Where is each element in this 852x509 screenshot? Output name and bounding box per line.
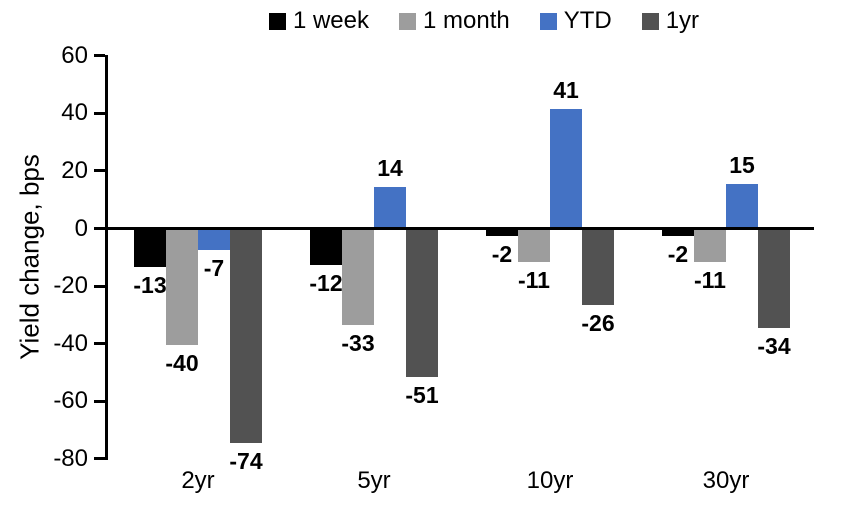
bar-ytd-30yr	[726, 184, 758, 227]
bar-1yr-2yr	[230, 230, 262, 443]
bar-1-month-10yr	[518, 230, 550, 262]
bar-value-label: -33	[341, 330, 375, 356]
bar-value-label: -74	[229, 448, 263, 474]
y-axis-tick-label: 60	[61, 41, 88, 69]
y-axis-tick-label: 20	[61, 156, 88, 184]
x-axis-category-label: 2yr	[181, 467, 215, 494]
bar-value-label: -11	[694, 267, 726, 293]
bar-1-week-2yr	[134, 230, 166, 267]
bar-value-label: -11	[518, 267, 550, 293]
y-axis-title: Yield change, bps	[14, 154, 45, 360]
bar-value-label: -26	[581, 310, 615, 336]
bar-1-week-30yr	[662, 230, 694, 236]
y-axis-tick	[94, 54, 105, 58]
bar-1-month-5yr	[342, 230, 374, 325]
x-axis-line	[105, 227, 814, 230]
legend-item-1yr: 1yr	[641, 7, 700, 34]
x-axis-category-label: 30yr	[702, 467, 750, 494]
bar-value-label: -40	[165, 350, 199, 376]
y-axis-tick	[94, 111, 105, 115]
y-axis-tick	[94, 169, 105, 173]
bar-1-month-2yr	[166, 230, 198, 345]
legend-item-ytd: YTD	[539, 7, 612, 34]
bar-1yr-10yr	[582, 230, 614, 305]
legend-swatch	[398, 12, 416, 30]
legend-swatch	[641, 12, 659, 30]
y-axis-tick	[94, 457, 105, 461]
bar-ytd-10yr	[550, 109, 582, 227]
legend-label: YTD	[563, 7, 612, 34]
bar-value-label: 41	[553, 77, 579, 103]
x-axis-category-label: 10yr	[526, 467, 574, 494]
bar-value-label: -7	[203, 255, 225, 281]
bar-value-label: 14	[377, 155, 403, 181]
y-axis-tick-label: -20	[53, 272, 88, 300]
bar-1yr-5yr	[406, 230, 438, 377]
legend-label: 1 week	[292, 7, 369, 34]
legend: 1 week 1 month YTD 1yr	[110, 8, 818, 34]
legend-label: 1 month	[422, 7, 510, 34]
legend-swatch	[539, 12, 557, 30]
bar-value-label: -2	[491, 241, 513, 267]
x-axis-category-label: 5yr	[357, 467, 391, 494]
bar-value-label: -13	[133, 272, 167, 298]
bar-value-label: -34	[757, 333, 791, 359]
y-axis-tick	[94, 399, 105, 403]
y-axis-tick-label: -60	[53, 387, 88, 415]
legend-item-1-week: 1 week	[268, 7, 369, 34]
bar-1-week-5yr	[310, 230, 342, 265]
y-axis-tick	[94, 342, 105, 346]
bar-ytd-2yr	[198, 230, 230, 250]
bar-value-label: -51	[405, 382, 439, 408]
bar-1-month-30yr	[694, 230, 726, 262]
bar-value-label: -12	[309, 270, 343, 296]
bar-1-week-10yr	[486, 230, 518, 236]
bar-1yr-30yr	[758, 230, 790, 328]
legend-item-1-month: 1 month	[398, 7, 510, 34]
legend-label: 1yr	[665, 7, 700, 34]
y-axis-tick-label: 0	[74, 214, 88, 242]
y-axis-tick-label: -80	[53, 444, 88, 472]
legend-swatch	[268, 12, 286, 30]
y-axis-tick-label: -40	[53, 329, 88, 357]
y-axis-tick-label: 40	[61, 99, 88, 127]
bar-value-label: -2	[667, 241, 689, 267]
y-axis-line	[105, 55, 108, 460]
bar-ytd-5yr	[374, 187, 406, 227]
y-axis-tick	[94, 227, 105, 230]
y-axis-tick	[94, 284, 105, 288]
bar-value-label: 15	[729, 152, 755, 178]
